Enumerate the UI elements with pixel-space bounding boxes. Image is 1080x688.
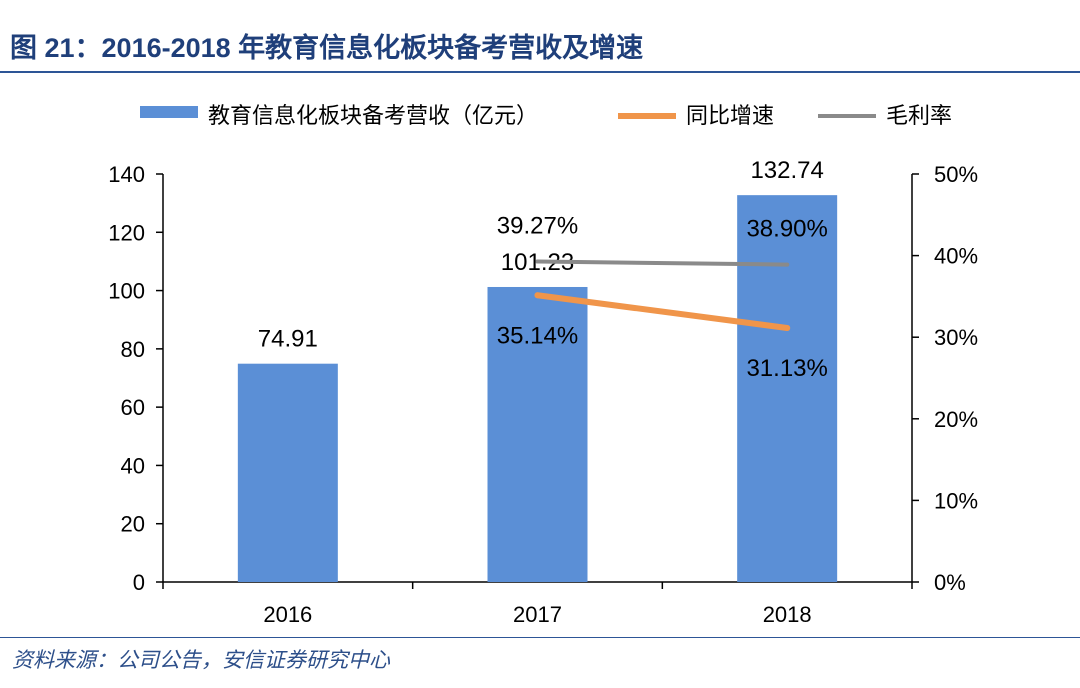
- legend-label-margin: 毛利率: [886, 103, 952, 128]
- x-tick-label: 2017: [513, 602, 562, 627]
- growth-line-point-2018: [784, 324, 791, 331]
- y-left-tick-label: 40: [121, 453, 145, 478]
- margin-line-label-2018: 38.90%: [746, 216, 827, 243]
- bar-label-2016: 74.91: [258, 326, 318, 353]
- bar-2016: [237, 363, 338, 582]
- legend-label-growth: 同比增速: [686, 103, 774, 128]
- y-right-tick-label: 20%: [934, 407, 978, 432]
- margin-line-segment: [535, 259, 790, 267]
- y-left-tick-label: 140: [108, 162, 145, 187]
- figure-title: 图 21：2016-2018 年教育信息化板块备考营收及增速: [10, 33, 644, 63]
- y-left-tick-label: 100: [108, 279, 145, 304]
- growth-line-label-2017: 35.14%: [497, 322, 578, 349]
- title-divider: [0, 71, 1080, 73]
- legend: 教育信息化板块备考营收（亿元） 同比增速 毛利率: [140, 103, 952, 128]
- y-right-tick-label: 0%: [934, 570, 966, 595]
- chart: 教育信息化板块备考营收（亿元） 同比增速 毛利率 0 20 40 60 80 100 120…: [108, 103, 978, 627]
- growth-line-segment: [534, 292, 791, 331]
- bar-2018: [737, 195, 838, 582]
- plot-area: 0 20 40 60 80 100 120 140 0% 10% 20% 30% 40% 50% 2016 2…: [108, 157, 978, 627]
- y-left-tick-label: 0: [133, 570, 145, 595]
- y-left-tick-label: 60: [121, 395, 145, 420]
- source-note: 资料来源：公司公告，安信证券研究中心: [12, 649, 390, 672]
- x-tick-label: 2018: [763, 602, 812, 627]
- y-left-tick-label: 80: [121, 337, 145, 362]
- bar-2017: [487, 286, 588, 582]
- margin-line-label-2017: 39.27%: [497, 213, 578, 240]
- y-right-tick-label: 50%: [934, 162, 978, 187]
- margin-line-point-2018: [785, 262, 790, 267]
- y-right-tick-label: 10%: [934, 488, 978, 513]
- legend-label-revenue: 教育信息化板块备考营收（亿元）: [208, 103, 538, 128]
- y-left-tick-label: 20: [121, 512, 145, 537]
- y-right-tick-label: 30%: [934, 325, 978, 350]
- y-left-tick-label: 120: [108, 220, 145, 245]
- x-tick-label: 2016: [263, 602, 312, 627]
- margin-line-point-2017: [535, 259, 540, 264]
- source-divider: [0, 637, 1080, 638]
- legend-swatch-revenue: [140, 106, 198, 118]
- y-right-tick-label: 40%: [934, 244, 978, 269]
- growth-line-point-2017: [534, 292, 541, 299]
- growth-line-label-2018: 31.13%: [746, 355, 827, 382]
- bar-label-2018: 132.74: [750, 157, 823, 184]
